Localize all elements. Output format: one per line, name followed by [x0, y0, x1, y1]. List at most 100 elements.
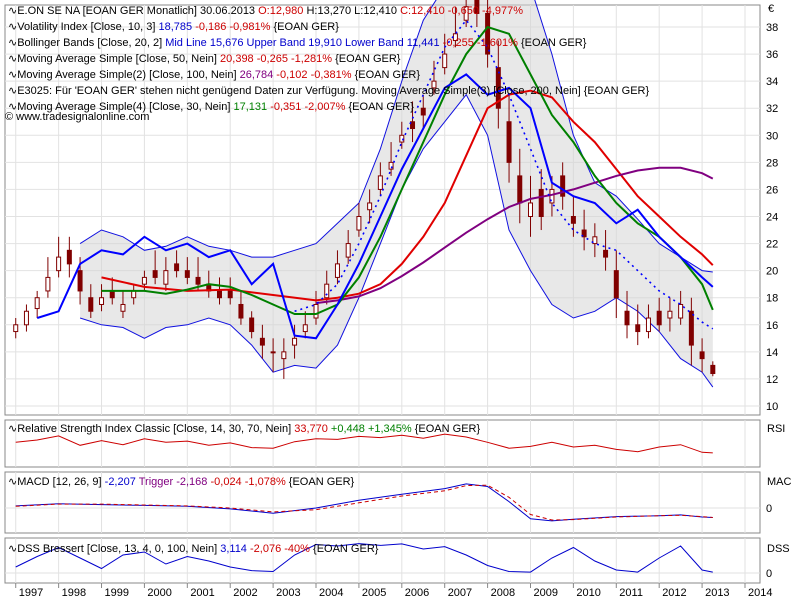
x-tick-label: 2011 — [619, 587, 643, 599]
candle-body — [259, 337, 265, 346]
candle-body — [163, 270, 169, 285]
y-tick-label: 34 — [766, 76, 778, 88]
legend-main-low: L:12,410 — [354, 5, 397, 17]
candle — [216, 277, 222, 305]
candle — [313, 290, 319, 325]
x-tick-label: 2002 — [233, 587, 257, 599]
candle — [120, 290, 126, 319]
x-tick-label: 2009 — [533, 587, 557, 599]
legend-trigger-label: Trigger — [139, 476, 174, 488]
candle-body — [270, 351, 276, 354]
dss-y-axis: 0 — [766, 568, 772, 580]
candle-body — [23, 310, 29, 326]
legend-line: ∿Volatility Index [Close, 10, 3] 18,785 … — [8, 21, 339, 33]
candle — [678, 290, 684, 325]
candle — [195, 257, 201, 291]
macd-y-axis: 0 — [766, 503, 772, 515]
candle — [688, 297, 694, 366]
legend-name: DSS Bressert [Close, 13, 4, 0, 100, Nein… — [17, 543, 217, 555]
legend-suffix: {EOAN GER} — [355, 69, 421, 81]
candle — [227, 277, 233, 305]
candle-body — [688, 310, 694, 346]
dss-y-tick: 0 — [766, 568, 772, 580]
candle-body — [174, 263, 180, 272]
candle-body — [281, 351, 287, 360]
candle-body — [313, 303, 319, 319]
series-line-0 — [101, 89, 714, 302]
candle-body — [367, 202, 373, 211]
candle — [410, 101, 416, 143]
candle-body — [442, 53, 448, 69]
y-tick-label: 28 — [766, 157, 778, 169]
legend-chg: -0,186 — [195, 21, 226, 33]
candle — [152, 250, 158, 285]
candle-body — [216, 290, 222, 299]
legend-line: ∿Bollinger Bands [Close, 20, 2] Mid Line… — [8, 37, 587, 49]
legend-main-chg: -0,650 — [448, 5, 479, 17]
candle — [163, 257, 169, 291]
legend-suffix: {EOAN GER} — [521, 37, 587, 49]
candle-body — [581, 229, 587, 238]
y-tick-label: 36 — [766, 49, 778, 61]
legend-line: ∿MACD [12, 26, 9] -2,207 Trigger -2,168 … — [8, 476, 355, 488]
legend-line: ∿DSS Bressert [Close, 13, 4, 0, 100, Nei… — [8, 543, 379, 555]
candle — [345, 230, 351, 264]
x-tick-label: 2005 — [362, 587, 386, 599]
candle-body — [570, 216, 576, 224]
x-tick-label: 2000 — [147, 587, 171, 599]
bollinger-upper-band — [79, 0, 713, 273]
legend-icon: ∿ — [8, 21, 17, 33]
candle — [495, 40, 501, 129]
candle — [635, 304, 641, 346]
y-tick-label: 16 — [766, 320, 778, 332]
legend-line: ∿Moving Average Simple(4) [Close, 30, Ne… — [8, 101, 414, 113]
candle — [603, 230, 609, 271]
legend-value: 33,770 — [294, 423, 328, 435]
dss-line — [15, 543, 713, 573]
candle-body — [592, 236, 598, 245]
rsi-panel-frame — [4, 419, 761, 468]
y-tick-label: 10 — [766, 401, 778, 413]
candle — [442, 33, 448, 75]
candle — [99, 284, 105, 312]
candle-body — [699, 351, 705, 360]
candle-body — [292, 337, 298, 346]
candle — [388, 142, 394, 176]
candle-body — [667, 310, 673, 319]
candle — [399, 121, 405, 149]
legend-icon: ∿ — [8, 101, 17, 113]
candle — [570, 196, 576, 237]
candle-body — [506, 121, 512, 163]
candle — [23, 304, 29, 332]
legend-pct: -1,078% — [245, 476, 286, 488]
candle — [238, 290, 244, 325]
candle-body — [88, 297, 94, 312]
legend-suffix: {EOAN GER} — [274, 21, 340, 33]
legend-pct: -0,381% — [311, 69, 352, 81]
rsi-grid — [15, 420, 746, 467]
candle-body — [474, 0, 480, 14]
series-line-4 — [36, 73, 714, 340]
candle-body — [678, 303, 684, 319]
legend-main-open: O:12,980 — [258, 5, 303, 17]
candle-body — [431, 80, 437, 89]
candle-body — [560, 175, 566, 197]
legend-icon: ∿ — [8, 5, 17, 17]
legend-value: 18,785 — [158, 21, 192, 33]
candle-body — [420, 107, 426, 116]
legend-suffix: {EOAN GER} — [289, 476, 355, 488]
y-tick-label: 14 — [766, 347, 778, 359]
candle-body — [656, 310, 662, 326]
legend-main-pct: -4,977% — [482, 5, 523, 17]
candle — [66, 236, 72, 278]
legend-chg: -0,351 — [270, 101, 301, 113]
candle-body — [227, 290, 233, 299]
candle-body — [485, 12, 491, 55]
candle-body — [99, 297, 105, 305]
candle — [613, 250, 619, 319]
legend-suffix: {EOAN GER} — [313, 543, 379, 555]
currency-label: € — [768, 3, 774, 15]
rsi-axis-label: RSI — [767, 423, 785, 435]
y-tick-label: 38 — [766, 22, 778, 34]
x-tick-label: 1998 — [62, 587, 86, 599]
